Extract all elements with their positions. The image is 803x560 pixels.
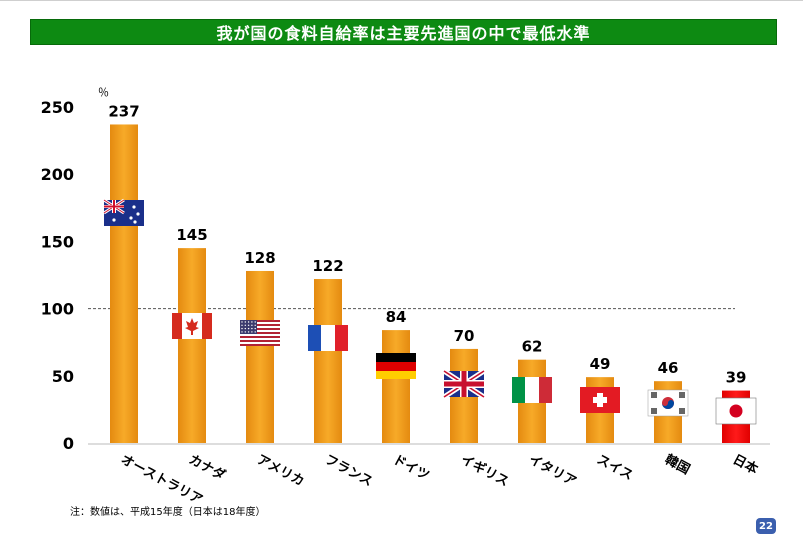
bar-value-label: 49 — [590, 355, 611, 373]
uk-flag — [442, 368, 486, 400]
y-tick-label: 0 — [63, 434, 74, 453]
bar-value-label: 39 — [726, 369, 747, 387]
bar-value-label: 128 — [244, 249, 275, 267]
germany-flag — [376, 353, 416, 379]
bar — [246, 270, 274, 443]
y-tick-label: 200 — [41, 165, 74, 184]
bar-value-label: 84 — [386, 308, 407, 326]
x-category-label: カナダ — [186, 451, 228, 483]
chart-title: 我が国の食料自給率は主要先進国の中で最低水準 — [216, 24, 591, 43]
x-category-label: アメリカ — [254, 452, 306, 489]
y-tick-label: 100 — [41, 300, 74, 319]
y-tick-label: 150 — [41, 232, 74, 251]
bar-value-label: 237 — [108, 102, 139, 120]
top-border — [0, 0, 803, 1]
bar-value-label: 62 — [522, 338, 543, 356]
page-number-badge: 22 — [756, 518, 776, 534]
italy-flag — [512, 377, 552, 403]
switzerland-flag — [580, 387, 620, 413]
bar — [314, 279, 342, 443]
france-flag — [308, 325, 348, 351]
y-tick-label: 50 — [52, 367, 74, 386]
bar-value-label: 122 — [312, 257, 343, 275]
x-category-label: フランス — [322, 452, 375, 490]
x-category-label: イギリス — [458, 451, 511, 490]
bar-value-label: 46 — [658, 359, 679, 377]
x-category-label: イタリア — [526, 452, 579, 489]
title-banner: 我が国の食料自給率は主要先進国の中で最低水準 — [30, 19, 777, 45]
y-unit-label: ％ — [98, 86, 109, 99]
australia-flag — [103, 198, 144, 226]
x-category-label: ドイツ — [390, 452, 431, 484]
x-category-label: 日本 — [730, 451, 760, 477]
japan-flag — [715, 397, 757, 425]
x-category-label: スイス — [594, 452, 635, 483]
bar — [110, 124, 138, 444]
bar-value-label: 70 — [454, 327, 475, 345]
canada-flag — [172, 313, 212, 339]
bar — [382, 330, 410, 443]
x-category-label: 韓国 — [662, 451, 692, 477]
bar-value-label: 145 — [176, 226, 207, 244]
usa-flag — [240, 320, 280, 346]
y-tick-label: 250 — [41, 98, 74, 117]
bar — [178, 248, 206, 443]
footnote: 注：数値は、平成15年度（日本は18年度） — [70, 507, 266, 518]
korea-flag — [647, 389, 689, 417]
